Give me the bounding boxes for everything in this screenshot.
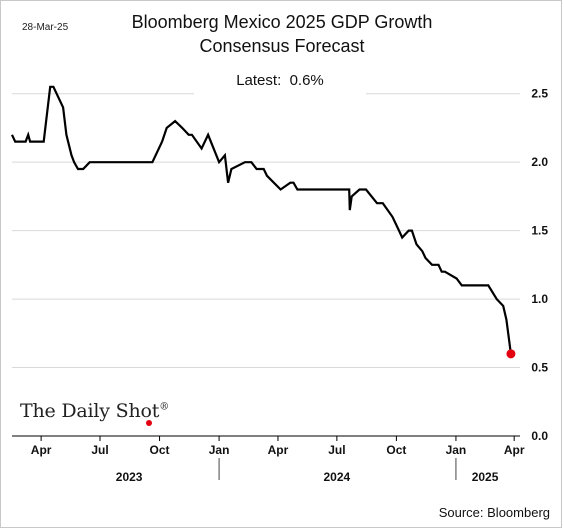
source-note: Source: Bloomberg (438, 505, 550, 520)
x-tick-label: Jul (328, 443, 345, 457)
x-tick-label: Apr (268, 443, 289, 457)
chart-title-line-1: Bloomberg Mexico 2025 GDP Growth (131, 12, 433, 32)
x-year-label: 2025 (472, 470, 499, 484)
x-tick-label: Apr (31, 443, 52, 457)
x-year-label: 2024 (324, 470, 351, 484)
y-tick-label: 1.5 (531, 224, 548, 238)
x-tick-label: Oct (150, 443, 170, 457)
logo-dot (146, 420, 152, 426)
latest-label: Latest: (236, 72, 282, 89)
y-tick-label: 0.5 (531, 361, 548, 375)
series-layer (11, 85, 516, 359)
chart-title-line-2: Consensus Forecast (199, 36, 365, 56)
gridlines (12, 93, 520, 369)
y-tick-label: 1.0 (531, 292, 548, 306)
daily-shot-logo: The Daily Shot® (20, 400, 169, 422)
series-line (11, 85, 512, 354)
latest-value: 0.6% (289, 72, 324, 89)
x-tick-label: Jan (209, 443, 230, 457)
logo-text: The Daily Shot (20, 400, 160, 422)
x-tick-label: Apr (504, 443, 525, 457)
axes: 0.0 0.5 1.0 1.5 2.0 2.5 Apr Jul Oct Jan Apr Jul Oct J… (12, 87, 548, 484)
y-tick-label: 2.0 (531, 155, 548, 169)
logo-registered-mark: ® (159, 401, 170, 413)
x-year-label: 2023 (116, 470, 143, 484)
latest-point-marker (506, 349, 516, 359)
x-tick-label: Oct (386, 443, 406, 457)
y-tick-label: 2.5 (531, 87, 548, 101)
date-stamp: 28-Mar-25 (22, 22, 69, 33)
x-tick-label: Jul (91, 443, 108, 457)
latest-annotation: Latest: 0.6% (194, 66, 366, 96)
x-tick-label: Jan (446, 443, 467, 457)
y-tick-label: 0.0 (531, 429, 548, 443)
